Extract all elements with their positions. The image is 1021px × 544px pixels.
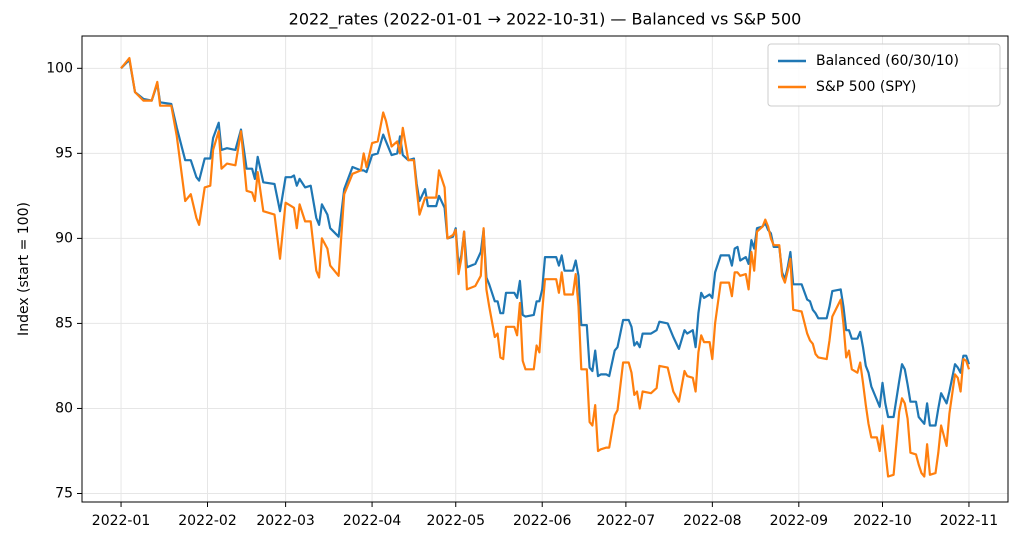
y-tick-label: 95 [55, 145, 73, 161]
legend: Balanced (60/30/10) S&P 500 (SPY) [767, 43, 1001, 107]
y-tick-label: 85 [55, 315, 73, 331]
x-tick-label: 2022-03 [256, 513, 315, 529]
series-line [120, 57, 971, 478]
y-axis-label: Index (start = 100) [16, 202, 32, 336]
legend-label: S&P 500 (SPY) [816, 79, 916, 95]
x-tick-label: 2022-02 [178, 513, 237, 529]
y-tick-label: 100 [46, 60, 73, 76]
x-tick-label: 2022-07 [597, 513, 656, 529]
x-tick-label: 2022-05 [426, 513, 485, 529]
y-tick-label: 80 [55, 400, 73, 416]
x-tick-label: 2022-08 [683, 513, 742, 529]
series-line [120, 58, 971, 427]
x-tick-label: 2022-11 [940, 513, 999, 529]
chart-title: 2022_rates (2022-01-01 → 2022-10-31) — B… [289, 10, 802, 30]
y-tick-label: 90 [55, 230, 73, 246]
x-tick-label: 2022-06 [513, 513, 572, 529]
x-tick-label: 2022-01 [92, 513, 151, 529]
legend-label: Balanced (60/30/10) [816, 53, 959, 69]
legend-box [767, 43, 1001, 107]
x-tick-label: 2022-09 [770, 513, 829, 529]
x-tick-label: 2022-10 [853, 513, 912, 529]
y-tick-label: 75 [55, 485, 73, 501]
x-tick-label: 2022-04 [343, 513, 402, 529]
plot-frame [81, 35, 1009, 503]
